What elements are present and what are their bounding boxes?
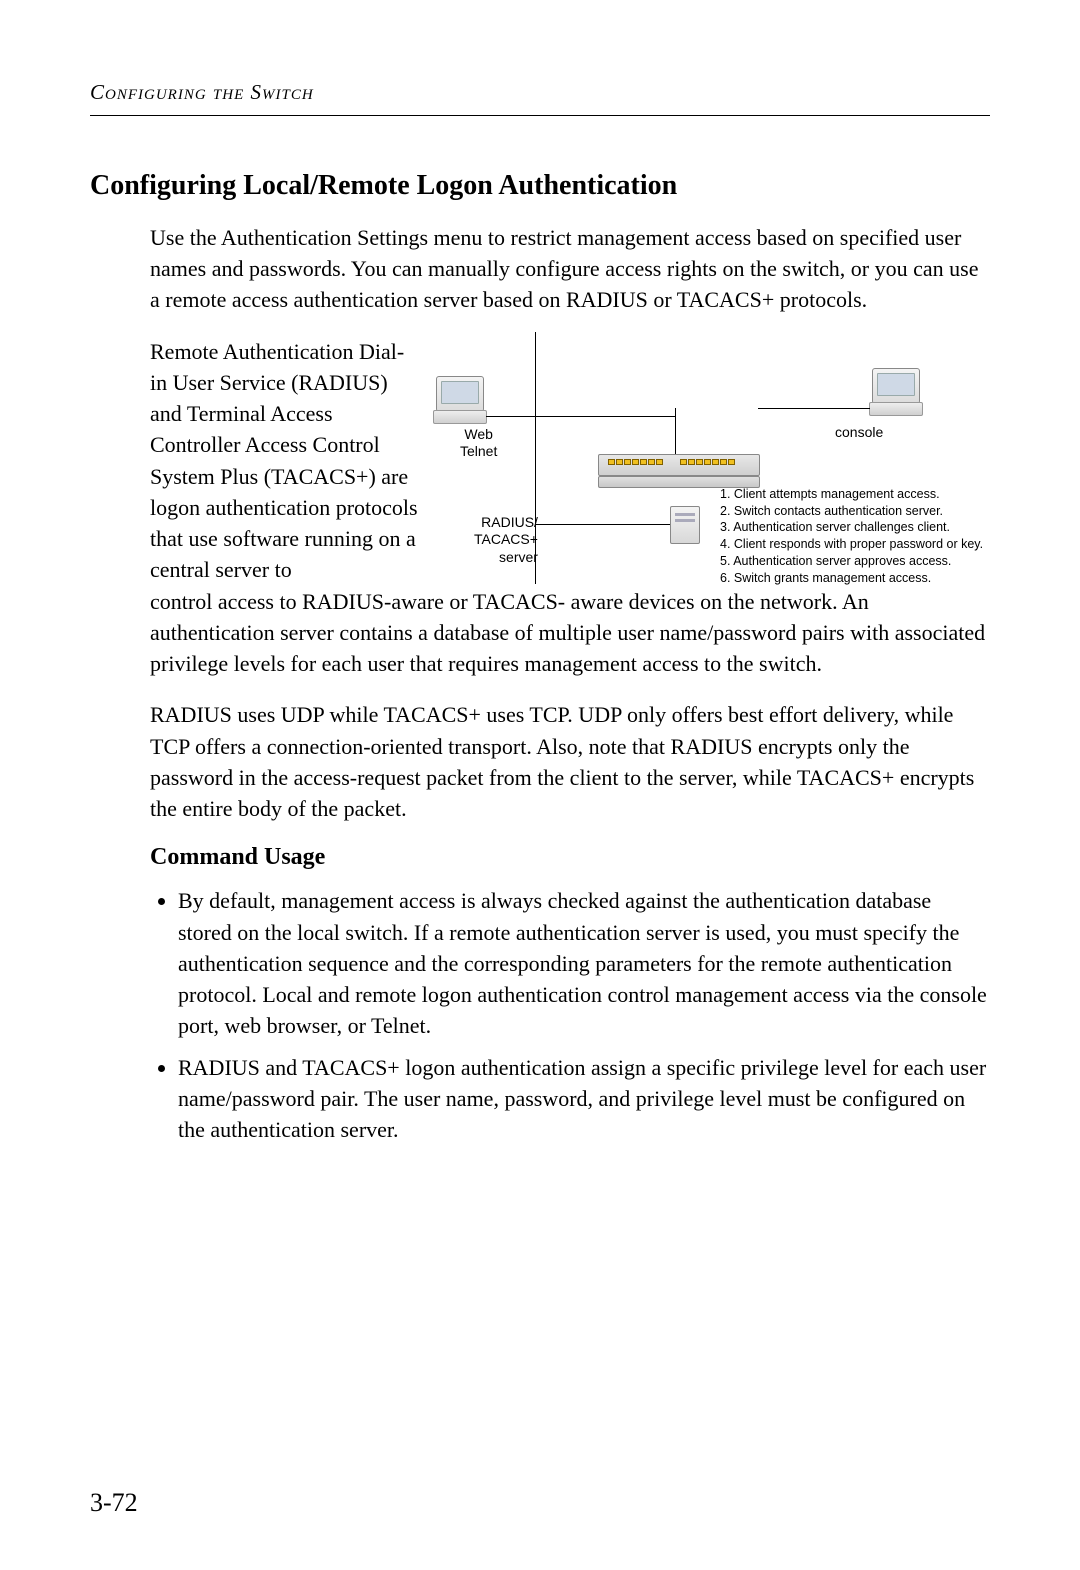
list-item: RADIUS and TACACS+ logon authentication … [178,1052,990,1146]
switch-ports-icon [680,459,735,465]
web-client-screen-icon [441,381,479,404]
line-switch-to-server-h [535,524,670,525]
port-icon [704,459,711,465]
port-icon [720,459,727,465]
port-icon [728,459,735,465]
paragraph-intro: Use the Authentication Settings menu to … [150,222,990,316]
console-monitor-icon [872,368,920,404]
label-radius-server: RADIUS/ TACACS+ server [474,514,538,567]
server-slot-icon [675,519,695,522]
web-client-monitor-icon [436,376,484,412]
page-number: 3-72 [90,1488,138,1518]
page: Configuring the Switch Configuring Local… [0,0,1080,1570]
side-text: Remote Authentication Dial-in User Servi… [150,336,420,586]
switch-ports-icon [608,459,663,465]
body-block: Use the Authentication Settings menu to … [90,222,990,1145]
step-4: 4. Client responds with proper password … [720,536,983,553]
port-icon [680,459,687,465]
port-icon [688,459,695,465]
line-switch-top [600,416,676,417]
port-icon [712,459,719,465]
line-web-to-switch [486,416,601,417]
paragraph-protocols: RADIUS uses UDP while TACACS+ uses TCP. … [150,699,990,824]
console-base-icon [869,402,923,416]
line-console-to-switch [758,408,870,409]
port-icon [624,459,631,465]
auth-diagram: Web Telnet console [430,336,990,586]
list-item: By default, management access is always … [178,885,990,1041]
command-usage-list: By default, management access is always … [150,885,990,1145]
paragraph-continued: control access to RADIUS-aware or TACACS… [150,586,990,680]
step-1: 1. Client attempts management access. [720,486,983,503]
step-5: 5. Authentication server approves access… [720,553,983,570]
command-usage-title: Command Usage [150,844,990,871]
label-web-telnet: Web Telnet [460,426,497,461]
label-console: console [835,424,883,442]
running-header: Configuring the Switch [90,80,990,116]
port-icon [696,459,703,465]
section-title: Configuring Local/Remote Logon Authentic… [90,170,990,202]
step-2: 2. Switch contacts authentication server… [720,503,983,520]
step-3: 3. Authentication server challenges clie… [720,519,983,536]
port-icon [616,459,623,465]
port-icon [656,459,663,465]
web-client-base-icon [433,410,487,424]
diagram-steps: 1. Client attempts management access. 2.… [720,486,983,587]
port-icon [608,459,615,465]
radius-server-icon [670,506,700,544]
console-screen-icon [877,373,915,396]
text-and-diagram: Remote Authentication Dial-in User Servi… [150,336,990,586]
port-icon [640,459,647,465]
port-icon [632,459,639,465]
port-icon [648,459,655,465]
line-switch-up [675,408,676,454]
switch-body-icon [598,454,760,476]
server-slot-icon [675,513,695,516]
step-6: 6. Switch grants management access. [720,570,983,587]
